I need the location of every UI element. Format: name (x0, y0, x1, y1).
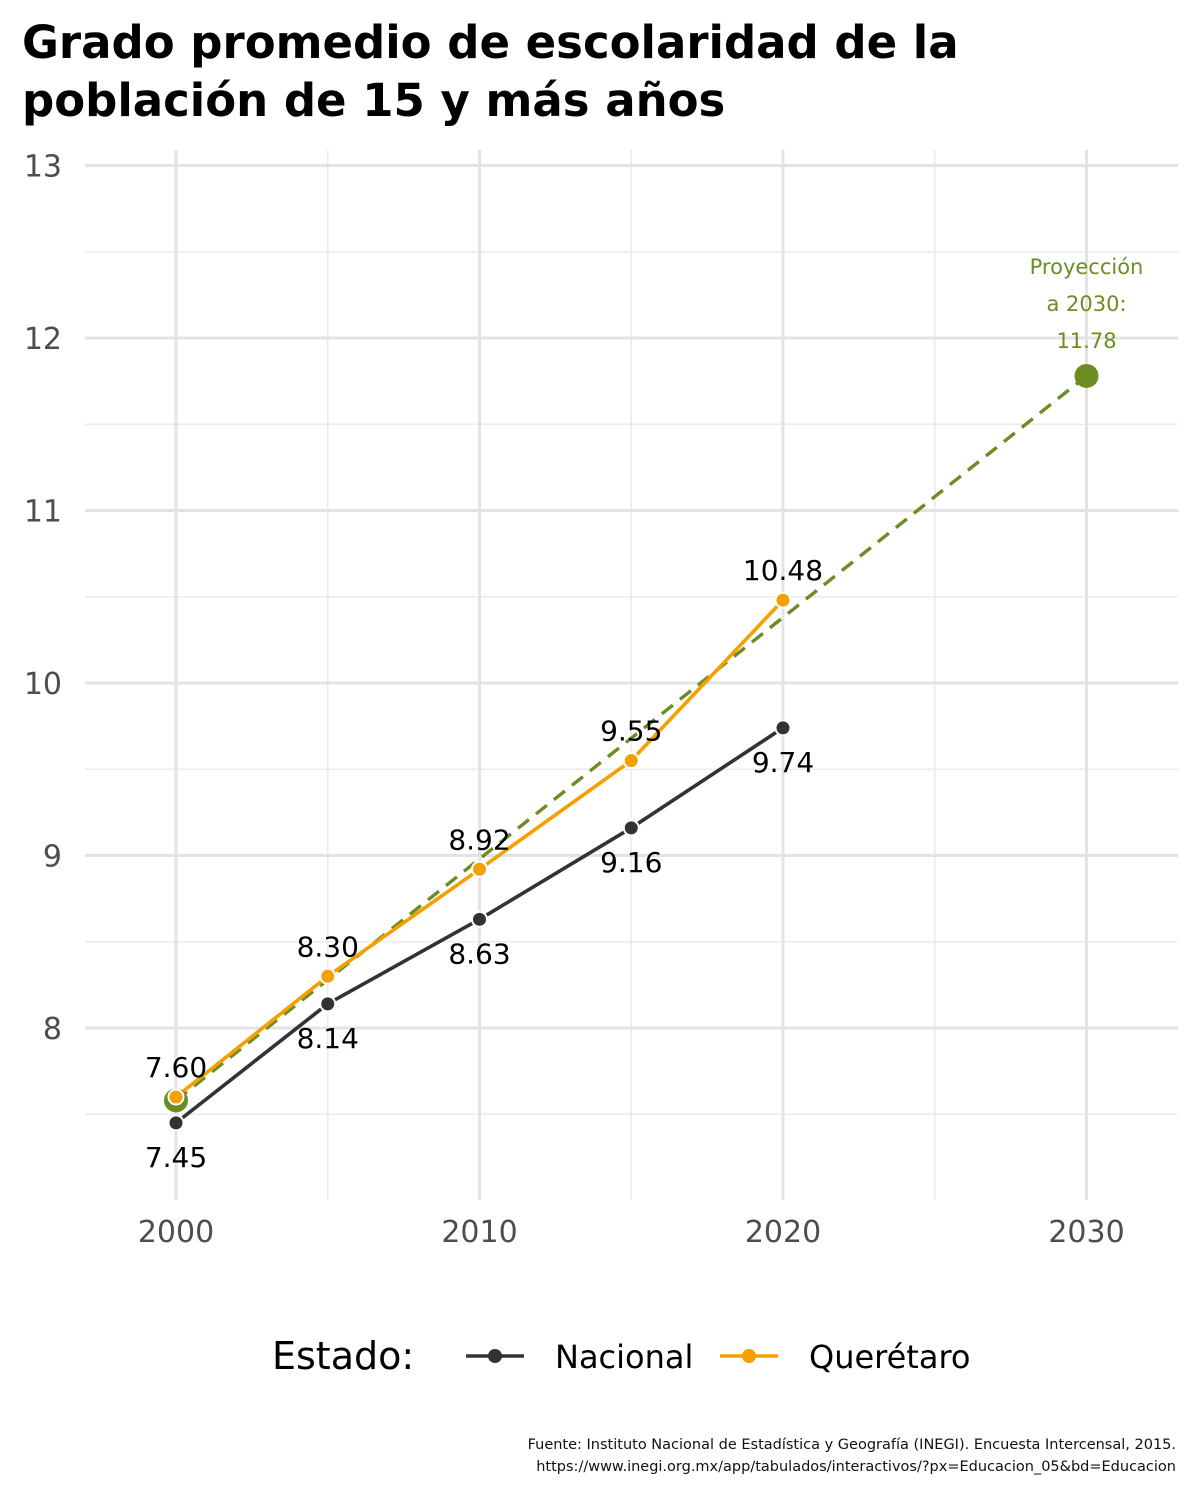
y-tick-label: 8 (43, 1012, 62, 1047)
data-point-nacional (471, 910, 488, 928)
data-label-nacional: 8.14 (297, 1022, 359, 1055)
projection-label: Proyección (1030, 255, 1144, 279)
legend-key-point (742, 1349, 756, 1363)
axis-tick-labels: 8 9 10 11 12 13 2000 2010 2020 2030 (24, 150, 1125, 1251)
legend-title: Estado: (272, 1334, 414, 1378)
chart-title-line-2: población de 15 y más años (22, 74, 726, 127)
y-tick-label: 10 (24, 667, 62, 702)
chart-title-line-1: Grado promedio de escolaridad de la (22, 16, 959, 69)
projection-label: 11.78 (1056, 329, 1116, 353)
y-tick-label: 11 (24, 495, 62, 530)
y-tick-label: 13 (24, 150, 62, 185)
data-label-nacional: 8.63 (448, 937, 510, 970)
data-label-queretaro: 8.92 (448, 823, 510, 856)
caption-line-2: https://www.inegi.org.mx/app/tabulados/i… (536, 1459, 1176, 1475)
data-label-nacional: 7.45 (145, 1141, 207, 1174)
data-point-nacional (622, 819, 640, 837)
data-point-queretaro (471, 860, 488, 878)
data-point-queretaro (167, 1088, 185, 1106)
data-point-queretaro (774, 591, 792, 609)
data-label-nacional: 9.74 (752, 746, 814, 779)
legend-key-point (488, 1349, 502, 1363)
data-point-queretaro (319, 967, 337, 985)
series-points (164, 363, 1099, 1132)
gridlines (85, 150, 1178, 1200)
data-label-nacional: 9.16 (600, 846, 662, 879)
line-chart: 8 9 10 11 12 13 2000 2010 2020 2030 Proyección a 2… (24, 150, 1178, 1378)
y-tick-label: 12 (24, 322, 62, 357)
x-tick-label: 2000 (138, 1215, 214, 1250)
data-point-queretaro (622, 752, 640, 770)
data-labels: Proyección a 2030: 11.78 7.45 8.14 8.63 9.16 9.… (145, 255, 1144, 1174)
data-point-nacional (774, 719, 792, 737)
data-point-nacional (167, 1114, 185, 1132)
data-point-nacional (319, 995, 337, 1013)
projection-end-point (1074, 363, 1099, 388)
data-label-queretaro: 7.60 (145, 1051, 207, 1084)
x-tick-label: 2010 (441, 1215, 517, 1250)
data-label-queretaro: 10.48 (743, 554, 823, 587)
legend: Estado: Nacional Querétaro (272, 1334, 970, 1378)
data-label-queretaro: 8.30 (297, 930, 359, 963)
y-tick-label: 9 (43, 840, 62, 875)
chart-title: Grado promedio de escolaridad de la pobl… (22, 14, 1172, 130)
x-tick-label: 2020 (745, 1215, 821, 1250)
data-label-queretaro: 9.55 (600, 715, 662, 748)
legend-label: Nacional (555, 1338, 693, 1376)
x-tick-label: 2030 (1048, 1215, 1124, 1250)
caption-line-1: Fuente: Instituto Nacional de Estadístic… (527, 1437, 1176, 1453)
legend-label: Querétaro (809, 1338, 970, 1376)
projection-label: a 2030: (1046, 292, 1126, 316)
source-caption: Fuente: Instituto Nacional de Estadístic… (528, 1434, 1176, 1478)
